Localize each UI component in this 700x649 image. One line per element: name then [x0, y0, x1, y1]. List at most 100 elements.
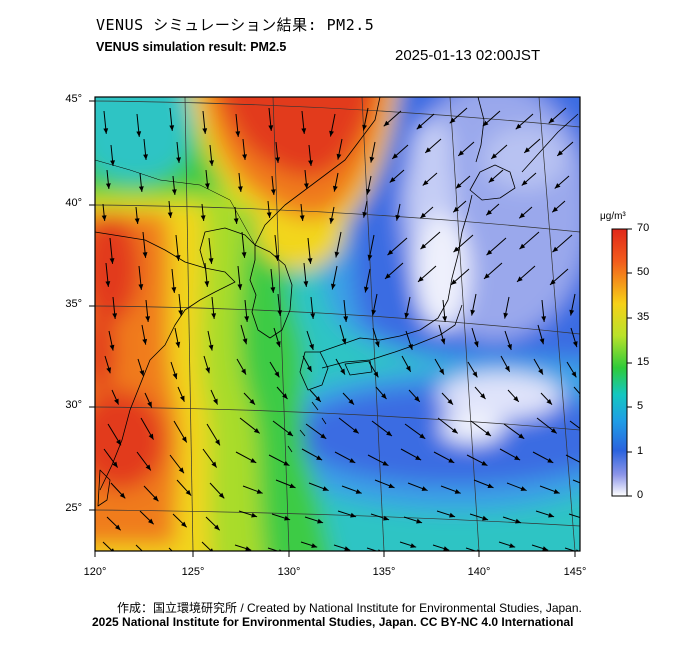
wind-arrow-head [284, 515, 291, 521]
wind-arrow-head [167, 212, 173, 218]
wind-arrow-head [112, 313, 118, 319]
wind-arrow-head [516, 276, 523, 282]
wind-arrow-head [181, 436, 187, 443]
wind-arrow-head [256, 489, 263, 494]
wind-arrow-head [491, 153, 497, 159]
wind-arrow-head [513, 396, 519, 402]
honshu-south-coast [321, 304, 463, 369]
wind-arrow-head [244, 316, 250, 322]
wind-arrow-head [237, 186, 243, 192]
meridian-135 [361, 97, 385, 551]
colorbar-ticks [627, 228, 632, 497]
wind-arrow-head [148, 518, 154, 525]
wind-arrow-head [274, 255, 280, 261]
wind-arrow-head [241, 252, 247, 258]
wind-arrow-head [362, 124, 367, 131]
wind-arrow-head [277, 310, 283, 316]
wind-arrow-head [416, 123, 423, 130]
wind-arrow-head [373, 371, 379, 378]
wind-arrow-head [245, 546, 252, 551]
wind-arrow-head [387, 249, 394, 256]
lon-label-140: 140° [467, 566, 491, 578]
wind-arrow-head [171, 287, 177, 293]
parallel-30 [95, 406, 580, 431]
wind-arrow-head [274, 371, 280, 378]
wind-arrow-head [315, 396, 321, 402]
sakhalin-island [475, 97, 485, 163]
wind-arrow-head [147, 401, 152, 408]
wind-arrow-head [211, 313, 217, 319]
wind-arrow-head [553, 489, 560, 494]
wind-arrow-head [369, 156, 375, 163]
wind-arrow-head [303, 183, 309, 189]
wind-arrow-head [175, 341, 181, 348]
wind-arrow-head [115, 524, 121, 531]
wind-arrow-head [549, 279, 556, 285]
wind-arrow-head [178, 310, 184, 316]
wind-arrow-head [329, 217, 335, 224]
wind-arrow-head [145, 316, 151, 322]
wind-arrow-head [509, 543, 516, 548]
page-title-japanese: VENUS シミュレーション結果: PM2.5 [96, 16, 375, 34]
wind-arrow-head [388, 483, 395, 489]
wind-arrow-head [371, 309, 377, 316]
wind-arrow-head [208, 344, 214, 351]
wind-arrow-head [134, 218, 140, 224]
wind-arrow-head [519, 243, 526, 250]
colorbar-unit: μg/m³ [600, 211, 626, 222]
wind-arrow-head [542, 546, 549, 551]
wind-arrow-head [470, 309, 476, 316]
wind-arrow-head [384, 273, 391, 279]
wind-arrow-head [389, 177, 396, 183]
wind-arrow-head [420, 212, 426, 219]
wind-arrow-head [275, 341, 281, 348]
wind-arrow-head [142, 252, 148, 258]
wind-arrow-head [306, 365, 312, 372]
wind-arrow-head [443, 546, 450, 551]
wind-arrow-head [176, 157, 181, 163]
wind-arrow-head [524, 147, 530, 153]
wind-arrow-shaft [568, 513, 580, 519]
wind-arrow-head [382, 460, 389, 466]
wind-arrow-head [103, 128, 109, 134]
lat-label-40: 40° [65, 197, 82, 209]
wind-arrow-head [237, 284, 243, 290]
taiwan-island [97, 469, 111, 507]
wind-arrow-head [481, 460, 488, 466]
kyushu-island [299, 351, 329, 391]
wind-arrow-head [334, 251, 340, 258]
wind-arrow-head [303, 281, 309, 287]
colorbar-label-35: 35 [637, 311, 650, 323]
colorbar-label-15: 15 [637, 356, 650, 368]
wind-arrow-head [143, 551, 149, 557]
wind-arrow-head [241, 368, 246, 375]
wind-arrow-head [110, 160, 115, 166]
parallel-45 [95, 100, 580, 128]
wind-arrow-head [169, 125, 175, 131]
wind-arrow-head [139, 370, 145, 377]
wind-arrow-head [581, 516, 587, 521]
wind-arrow-head [116, 439, 121, 446]
wind-arrow-head [119, 492, 126, 499]
wind-arrow-head [374, 341, 380, 348]
parallel-40 [95, 204, 580, 233]
wind-arrow-head [310, 313, 316, 319]
wind-arrow-head [455, 183, 462, 189]
wind-arrow-head [179, 395, 185, 402]
wind-arrow-head [487, 483, 494, 489]
wind-arrow-head [208, 258, 214, 264]
wind-arrow-head [422, 180, 429, 186]
wind-arrow-head [114, 398, 119, 405]
wind-arrow-head [449, 512, 456, 518]
wind-arrow-head [136, 131, 142, 137]
wind-arrow-head [320, 433, 327, 439]
wind-arrow-head [181, 521, 187, 528]
wind-arrow-head [242, 338, 248, 345]
lon-label-125: 125° [181, 566, 205, 578]
shikoku-island [344, 360, 373, 376]
china-coastline [95, 231, 236, 491]
wind-arrow-head [386, 430, 392, 437]
wind-arrow-head [404, 312, 410, 319]
forecast-timestamp: 2025-01-13 02:00JST [395, 47, 541, 64]
